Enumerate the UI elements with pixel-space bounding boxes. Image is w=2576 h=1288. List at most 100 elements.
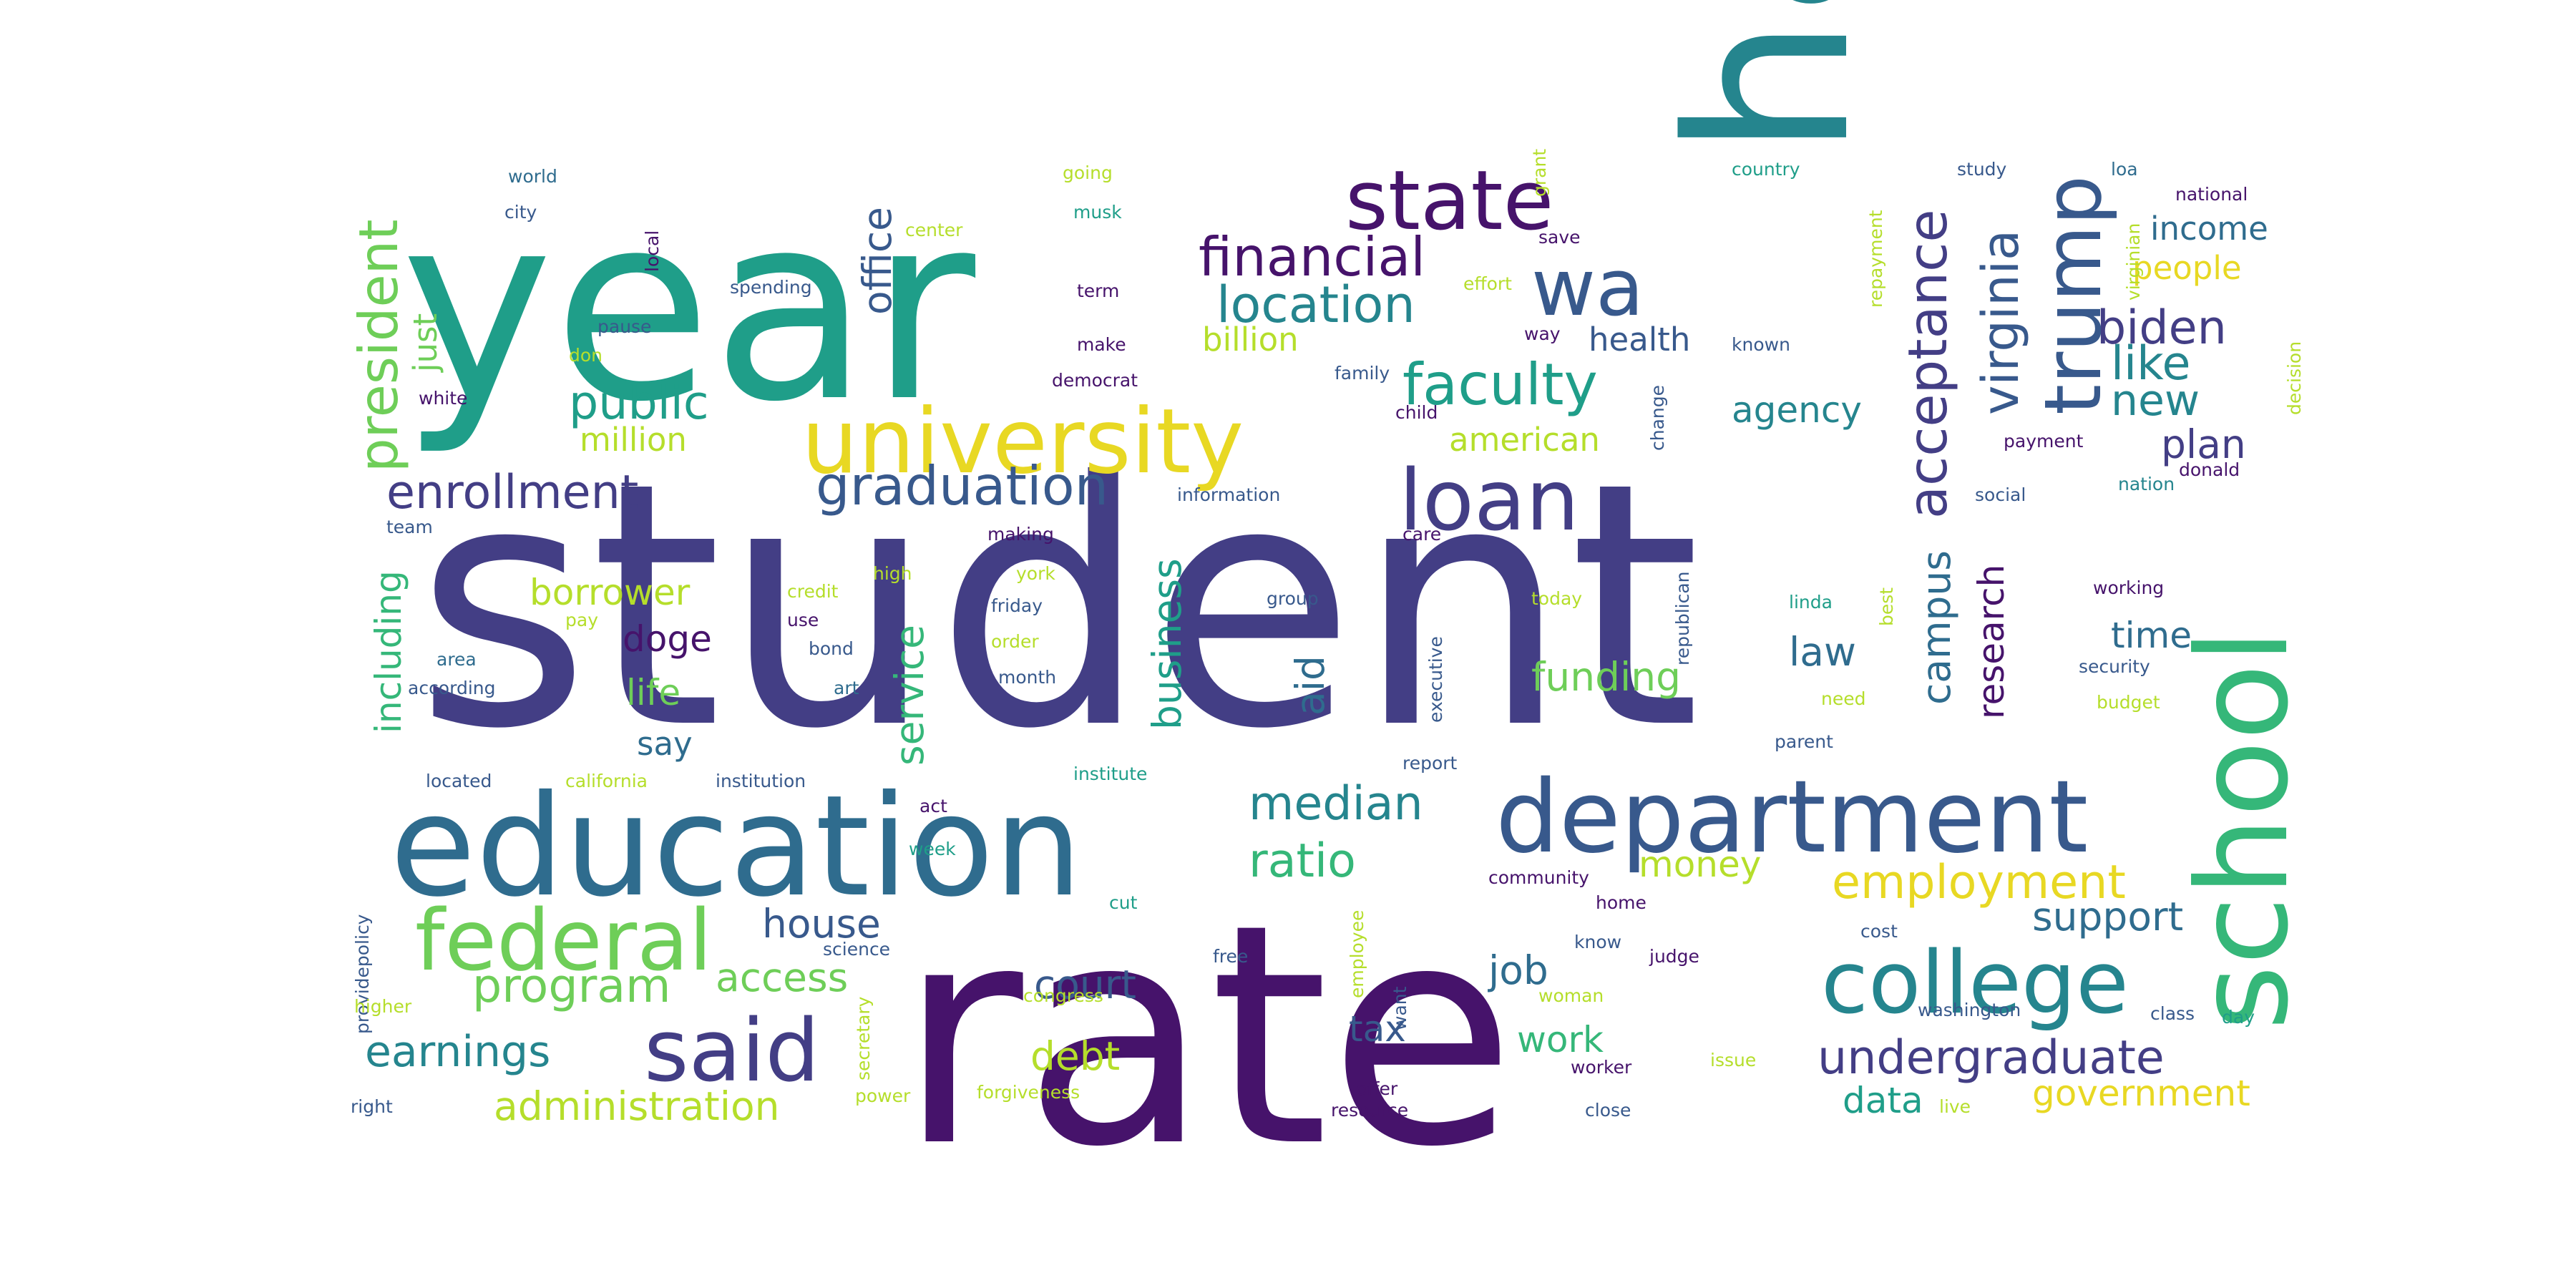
cloud-word-biden: biden: [2097, 301, 2227, 355]
cloud-word-business: business: [1144, 558, 1190, 730]
cloud-word-student: student: [415, 411, 1701, 802]
cloud-word-located: located: [426, 771, 492, 791]
cloud-word-want: want: [1390, 986, 1410, 1030]
cloud-word-effort: effort: [1463, 273, 1512, 294]
cloud-word-ratio: ratio: [1249, 834, 1356, 888]
cloud-word-donald: donald: [2179, 459, 2240, 480]
cloud-word-repayment: repayment: [1865, 210, 1886, 308]
cloud-word-community: community: [1488, 867, 1589, 888]
cloud-word-institution: institution: [716, 771, 806, 791]
cloud-word-aid: aid: [1287, 655, 1333, 716]
cloud-word-forgiveness: forgiveness: [977, 1082, 1080, 1103]
cloud-word-making: making: [987, 524, 1054, 545]
cloud-word-woman: woman: [1538, 985, 1604, 1006]
cloud-word-term: term: [1077, 280, 1119, 301]
cloud-word-earnings: earnings: [365, 1027, 550, 1077]
cloud-word-power: power: [855, 1085, 911, 1106]
cloud-word-judge: judge: [1649, 946, 1699, 967]
cloud-word-office: office: [854, 207, 900, 315]
cloud-word-median: median: [1249, 777, 1423, 831]
cloud-word-graduation: graduation: [816, 454, 1108, 517]
cloud-word-known: known: [1732, 334, 1790, 355]
cloud-word-providepolicy: providepolicy: [352, 914, 373, 1034]
cloud-word-right: right: [351, 1096, 393, 1117]
cloud-word-president: president: [347, 219, 410, 472]
cloud-word-issue: issue: [1710, 1050, 1756, 1070]
cloud-word-higher: higher: [354, 996, 412, 1017]
cloud-word-national: national: [2175, 184, 2248, 205]
cloud-word-save: save: [1538, 227, 1581, 248]
cloud-word-offer: offer: [1356, 1078, 1398, 1099]
cloud-word-government: government: [2032, 1073, 2250, 1114]
cloud-word-way: way: [1524, 323, 1561, 344]
cloud-word-tax: tax: [1349, 1008, 1406, 1050]
cloud-word-education: education: [390, 765, 1083, 927]
cloud-word-home: home: [1596, 892, 1646, 913]
cloud-word-life: life: [626, 672, 680, 713]
cloud-word-month: month: [998, 667, 1056, 688]
cloud-word-ha: ha: [1641, 0, 1899, 157]
cloud-word-funding: funding: [1531, 654, 1681, 700]
cloud-word-live: live: [1939, 1096, 1971, 1117]
cloud-word-job: job: [1488, 947, 1548, 993]
cloud-word-bond: bond: [809, 638, 854, 659]
cloud-word-best: best: [1876, 587, 1897, 626]
cloud-word-nation: nation: [2118, 474, 2175, 494]
cloud-word-close: close: [1585, 1100, 1631, 1121]
cloud-word-science: science: [823, 939, 890, 960]
cloud-word-campus: campus: [1913, 550, 1959, 705]
cloud-word-program: program: [472, 960, 670, 1013]
cloud-word-spending: spending: [730, 277, 812, 298]
cloud-word-service: service: [887, 625, 932, 766]
cloud-word-rate: rate: [898, 860, 1516, 1214]
cloud-word-university: university: [801, 390, 1244, 494]
cloud-word-doge: doge: [623, 618, 712, 660]
cloud-word-people: people: [2132, 249, 2242, 287]
cloud-word-california: california: [565, 771, 648, 791]
cloud-word-million: million: [580, 421, 687, 459]
cloud-word-grant: grant: [1529, 149, 1550, 197]
cloud-word-family: family: [1335, 363, 1390, 384]
cloud-word-money: money: [1639, 844, 1761, 885]
cloud-word-year: year: [401, 158, 978, 458]
cloud-word-research: research: [1971, 565, 2012, 719]
cloud-word-like: like: [2111, 337, 2190, 391]
cloud-word-including: including: [368, 570, 409, 733]
cloud-word-secretary: secretary: [853, 996, 874, 1080]
cloud-word-agency: agency: [1732, 389, 1862, 431]
cloud-word-washington: washington: [1918, 1000, 2021, 1020]
cloud-word-musk: musk: [1073, 202, 1122, 223]
cloud-word-team: team: [386, 517, 433, 537]
cloud-word-access: access: [716, 955, 848, 1000]
cloud-word-wa: wa: [1531, 242, 1644, 333]
cloud-word-friday: friday: [991, 595, 1043, 616]
cloud-word-undergraduate: undergraduate: [1818, 1031, 2165, 1085]
cloud-word-health: health: [1589, 321, 1690, 358]
cloud-word-loa: loa: [2111, 159, 2138, 180]
cloud-word-cut: cut: [1109, 892, 1138, 913]
cloud-word-order: order: [991, 631, 1039, 652]
cloud-word-area: area: [436, 649, 477, 670]
cloud-word-college: college: [1821, 934, 2129, 1033]
cloud-word-payment: payment: [2004, 431, 2084, 452]
cloud-word-virginian: virginian: [2123, 223, 2144, 301]
cloud-word-use: use: [787, 610, 819, 630]
cloud-word-new: new: [2111, 376, 2200, 426]
cloud-word-working: working: [2093, 577, 2164, 598]
cloud-word-debt: debt: [1030, 1033, 1120, 1079]
cloud-word-location: location: [1216, 275, 1415, 334]
cloud-word-employment: employment: [1832, 856, 2126, 909]
cloud-word-act: act: [919, 796, 947, 816]
cloud-word-said: said: [644, 1002, 820, 1101]
cloud-word-resource: resource: [1331, 1100, 1408, 1121]
cloud-word-federal: federal: [415, 891, 712, 990]
cloud-word-make: make: [1077, 334, 1126, 355]
cloud-word-city: city: [504, 202, 537, 223]
cloud-word-trump: trump: [2027, 175, 2119, 415]
cloud-word-york: york: [1016, 563, 1055, 584]
cloud-word-income: income: [2150, 210, 2268, 248]
cloud-word-information: information: [1177, 484, 1280, 505]
cloud-word-plan: plan: [2161, 421, 2246, 467]
cloud-word-executive: executive: [1425, 636, 1446, 723]
